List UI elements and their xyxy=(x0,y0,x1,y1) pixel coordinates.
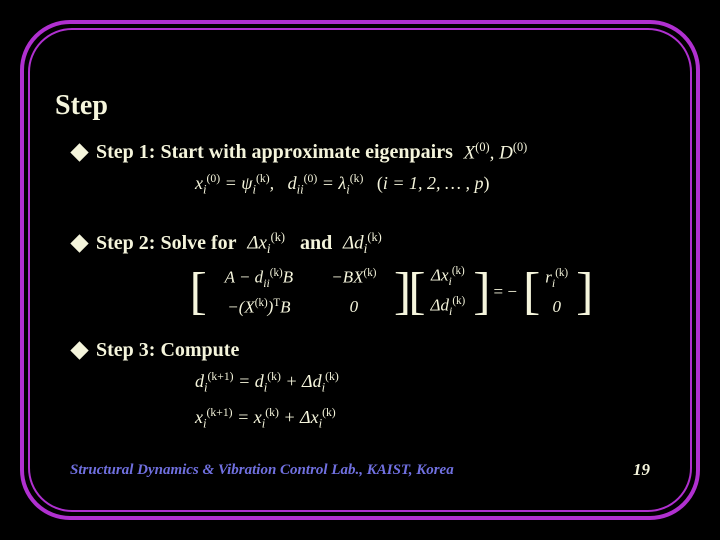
slide-footer: Structural Dynamics & Vibration Control … xyxy=(70,460,650,480)
matrix-rhs2: 0 xyxy=(537,297,576,317)
matrix-v2: Δdi(k) xyxy=(423,295,474,319)
step-2-matrix-equation: [ A − dii(k)B −BX(k) −(X(k))TB 0 ] [ Δxi… xyxy=(115,265,665,319)
matrix-a22: 0 xyxy=(314,297,394,318)
matrix-a11: A − dii(k)B xyxy=(204,267,314,291)
step-3-desc: : Compute xyxy=(149,339,240,362)
step-3-line: Step 3 : Compute xyxy=(73,339,665,362)
step-2-desc: : Solve for xyxy=(149,232,237,255)
footer-lab-text: Structural Dynamics & Vibration Control … xyxy=(70,462,454,479)
step-1-label: Step 1 xyxy=(96,141,149,164)
step-2-label: Step 2 xyxy=(96,232,149,255)
step-1-line: Step 1 : Start with approximate eigenpai… xyxy=(73,140,665,164)
step-2-line: Step 2 : Solve for Δxi(k) and Δdi(k) xyxy=(73,230,665,257)
matrix-a12: −BX(k) xyxy=(314,267,394,291)
step-2-trail-math: Δdi(k) xyxy=(338,230,382,257)
step-1-desc: : Start with approximate eigenpairs xyxy=(149,141,453,164)
slide-content: Step Step 1 : Start with approximate eig… xyxy=(55,50,665,490)
step-3-eq1: di(k+1) = di(k) + Δdi(k) xyxy=(195,370,665,396)
step-1-trail-math: X(0), D(0) xyxy=(459,140,527,164)
step-2-mid-math: Δxi(k) xyxy=(243,230,285,257)
step-3-label: Step 3 xyxy=(96,339,149,362)
page-number: 19 xyxy=(633,460,650,480)
step-1-equation: xi(0) = ψi(k), dii(0) = λi(k) (i = 1, 2,… xyxy=(195,172,665,198)
matrix-a21: −(X(k))TB xyxy=(204,297,314,318)
diamond-bullet-icon xyxy=(70,341,88,359)
slide-title: Step xyxy=(55,90,665,122)
diamond-bullet-icon xyxy=(70,234,88,252)
step-3-eq2: xi(k+1) = xi(k) + Δxi(k) xyxy=(195,406,665,432)
matrix-rhs1: ri(k) xyxy=(537,267,576,291)
step-2-and: and xyxy=(285,232,332,255)
matrix-v1: Δxi(k) xyxy=(423,265,474,289)
diamond-bullet-icon xyxy=(70,143,88,161)
